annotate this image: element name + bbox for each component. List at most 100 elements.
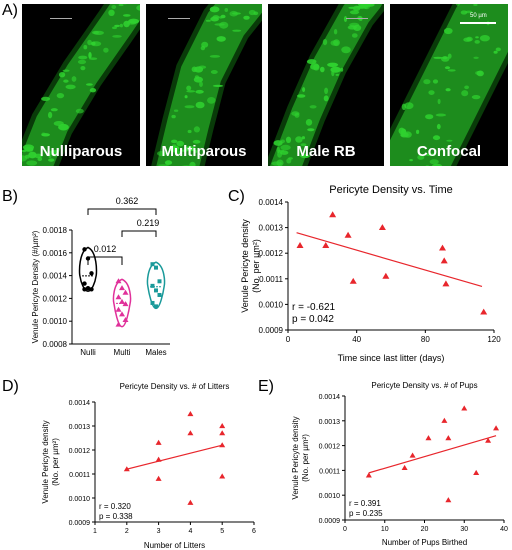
x-tick-label: 2 bbox=[125, 528, 129, 535]
x-tick-label: 5 bbox=[220, 528, 224, 535]
data-point bbox=[82, 281, 87, 286]
y-tick-label: 0.0010 bbox=[69, 496, 91, 503]
y-axis-label: Venule Pericyte density bbox=[240, 219, 250, 313]
stats-label: p = 0.338 bbox=[99, 512, 133, 521]
data-point bbox=[150, 262, 155, 267]
data-point bbox=[82, 287, 87, 292]
pericyte-cell bbox=[195, 89, 204, 94]
x-tick-label: 40 bbox=[500, 526, 508, 533]
pericyte-cell bbox=[48, 111, 53, 119]
pericyte-cell bbox=[333, 39, 340, 47]
pericyte-cell bbox=[210, 16, 219, 22]
data-point bbox=[154, 265, 158, 270]
regression-line bbox=[296, 232, 483, 288]
vessel-image bbox=[390, 4, 508, 166]
data-point bbox=[123, 466, 130, 472]
pericyte-cell bbox=[136, 5, 140, 11]
pericyte-cell bbox=[77, 59, 87, 65]
vessel-image bbox=[268, 4, 384, 166]
panel-letter-d: D) bbox=[2, 378, 19, 395]
data-point bbox=[473, 469, 480, 475]
scale-bar bbox=[346, 18, 368, 19]
data-point bbox=[440, 257, 448, 264]
pericyte-cell bbox=[400, 134, 406, 137]
data-point bbox=[445, 435, 452, 441]
data-point bbox=[480, 308, 488, 315]
pericyte-cell bbox=[335, 73, 340, 76]
pericyte-cell bbox=[186, 85, 192, 91]
scale-bar bbox=[168, 18, 190, 19]
stats-label: p = 0.235 bbox=[349, 509, 383, 518]
pericyte-cell bbox=[357, 15, 363, 21]
stats-label: r = 0.320 bbox=[99, 502, 131, 511]
pericyte-cell bbox=[341, 46, 351, 54]
data-point bbox=[155, 456, 162, 462]
pericyte-cell bbox=[88, 52, 92, 59]
chart-title: Pericyte Density vs. Time bbox=[329, 184, 452, 196]
y-tick-label: 0.0013 bbox=[259, 224, 284, 233]
pericyte-cell bbox=[416, 129, 420, 134]
micrograph-nulliparous: Nulliparous bbox=[22, 4, 140, 166]
stats-label: p = 0.042 bbox=[292, 314, 334, 325]
violin-multi bbox=[112, 278, 132, 328]
stats-label: r = 0.391 bbox=[349, 499, 381, 508]
pericyte-cell bbox=[158, 164, 169, 166]
x-tick-label: 6 bbox=[252, 528, 256, 535]
regression-line bbox=[126, 444, 223, 470]
pericyte-cell bbox=[198, 65, 207, 69]
pericyte-cell bbox=[112, 35, 122, 38]
pericyte-cell bbox=[425, 153, 436, 157]
p-value-label: 0.012 bbox=[94, 244, 117, 254]
pericyte-cell bbox=[437, 98, 441, 105]
significance-bracket bbox=[87, 208, 157, 215]
pericyte-cell bbox=[285, 136, 292, 143]
pericyte-cell bbox=[428, 90, 435, 95]
y-tick-label: 0.0012 bbox=[259, 249, 284, 258]
pericyte-cell bbox=[398, 127, 405, 135]
data-point bbox=[115, 321, 122, 327]
pericyte-cell bbox=[41, 96, 51, 101]
pericyte-cell bbox=[429, 159, 439, 165]
pericyte-cell bbox=[26, 160, 38, 166]
data-point bbox=[119, 285, 125, 291]
pericyte-cell bbox=[322, 39, 328, 46]
p-value-label: 0.219 bbox=[137, 218, 160, 228]
data-point bbox=[219, 473, 226, 479]
pericyte-cell bbox=[425, 165, 430, 166]
vessel-image bbox=[22, 4, 140, 166]
pericyte-cell bbox=[78, 55, 88, 60]
pericyte-cell bbox=[280, 144, 291, 151]
chart-title: Pericyte Density vs. # of Pups bbox=[371, 381, 477, 390]
pericyte-cell bbox=[243, 15, 250, 20]
scale-bar-label: 50 µm bbox=[470, 13, 487, 19]
y-tick-label: 0.0014 bbox=[259, 198, 284, 207]
pericyte-cell bbox=[347, 25, 357, 30]
pericyte-cell bbox=[302, 87, 306, 93]
y-tick-label: 0.0009 bbox=[69, 520, 91, 527]
pericyte-cell bbox=[90, 41, 102, 47]
pericyte-cell bbox=[212, 84, 224, 87]
pericyte-cell bbox=[435, 113, 447, 117]
pericyte-cell bbox=[349, 10, 360, 15]
scatter-chart-pups: Pericyte Density vs. # of Pups 0.0009 0.00… bbox=[291, 381, 508, 547]
data-point bbox=[425, 435, 432, 441]
pericyte-cell bbox=[48, 153, 52, 158]
pericyte-cell bbox=[80, 66, 86, 71]
data-point bbox=[441, 417, 448, 423]
x-tick-label: 20 bbox=[421, 526, 429, 533]
y-axis-label: Venule Pericyte density bbox=[41, 420, 50, 503]
y-tick-label: 0.0010 bbox=[43, 317, 68, 326]
pericyte-cell bbox=[310, 63, 320, 70]
y-tick-label: 0.0011 bbox=[319, 468, 340, 475]
pericyte-cell bbox=[171, 139, 178, 144]
pericyte-cell bbox=[340, 67, 344, 72]
pericyte-cell bbox=[200, 45, 206, 51]
pericyte-cell bbox=[193, 76, 203, 83]
pericyte-cell bbox=[199, 81, 203, 87]
data-point bbox=[349, 277, 357, 284]
y-tick-label: 0.0014 bbox=[43, 272, 68, 281]
pericyte-cell bbox=[447, 69, 456, 72]
pericyte-cell bbox=[475, 36, 479, 39]
x-tick-label: 120 bbox=[487, 335, 501, 344]
micrograph-multiparous: Multiparous bbox=[146, 4, 262, 166]
